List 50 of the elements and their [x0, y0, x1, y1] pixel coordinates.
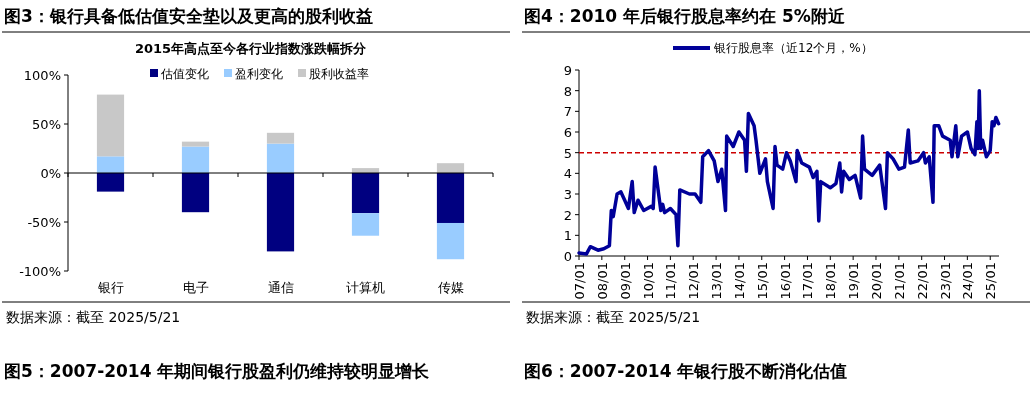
chart-title: 图3：银行具备低估值安全垫以及更高的股利收益 [4, 6, 373, 26]
x-tick-label: 14/01 [731, 262, 747, 300]
source-note: 数据来源：截至 2025/5/21 [6, 309, 181, 325]
x-tick-label: 通信 [267, 280, 294, 295]
x-tick-label: 15/01 [754, 262, 770, 300]
y-tick-label: -50% [27, 215, 61, 230]
x-tick-label: 23/01 [937, 262, 953, 300]
x-tick-label: 13/01 [709, 262, 725, 300]
x-tick-label: 09/01 [617, 262, 633, 300]
y-tick-label: 0% [40, 166, 61, 181]
y-tick-label: 5 [563, 145, 572, 161]
y-tick-label: 1 [563, 228, 572, 244]
y-tick-label: 3 [563, 187, 572, 202]
y-tick-label: 100% [23, 68, 61, 83]
x-tick-label: 17/01 [800, 262, 816, 300]
x-tick-label: 08/01 [594, 262, 610, 300]
x-tick-label: 07/01 [572, 262, 587, 300]
y-tick-label: 50% [32, 117, 61, 132]
x-tick-label: 计算机 [346, 280, 385, 295]
legend-label: 银行股息率（近12个月，%） [713, 41, 873, 55]
y-tick-label: 9 [563, 63, 572, 78]
y-tick-label: 0 [563, 249, 572, 264]
x-tick-label: 传媒 [437, 280, 464, 295]
chart-subtitle: 2015年高点至今各行业指数涨跌幅拆分 [134, 41, 368, 56]
x-tick-label: 10/01 [640, 262, 656, 300]
caption: 图6：2007-2014 年银行股不断消化估值 [524, 361, 848, 381]
x-tick-label: 12/01 [686, 262, 702, 300]
x-tick-label: 22/01 [914, 262, 930, 300]
y-tick-label: -100% [19, 264, 61, 279]
caption: 图5：2007-2014 年期间银行股盈利仍维持较明显增长 [4, 361, 431, 381]
legend-label: 估值变化 [160, 67, 209, 81]
x-tick-label: 20/01 [868, 262, 884, 300]
y-tick-label: 6 [563, 125, 572, 140]
x-tick-label: 19/01 [846, 262, 862, 300]
x-tick-label: 银行 [96, 280, 124, 295]
x-tick-label: 21/01 [891, 262, 907, 300]
chart-title: 图4：2010 年后银行股息率约在 5%附近 [524, 6, 846, 26]
x-tick-label: 11/01 [663, 262, 679, 300]
legend-label: 股利收益率 [309, 67, 369, 81]
x-tick-label: 16/01 [777, 262, 793, 300]
legend-label: 盈利变化 [235, 67, 283, 81]
y-tick-label: 8 [563, 83, 572, 99]
x-tick-label: 18/01 [823, 262, 839, 300]
x-tick-label: 电子 [182, 280, 209, 295]
y-tick-label: 7 [563, 104, 572, 120]
source-note: 数据来源：截至 2025/5/21 [526, 309, 701, 325]
x-tick-label: 24/01 [960, 262, 976, 300]
x-tick-label: 25/01 [983, 262, 999, 300]
y-tick-label: 4 [563, 166, 572, 182]
y-tick-label: 2 [563, 207, 572, 223]
